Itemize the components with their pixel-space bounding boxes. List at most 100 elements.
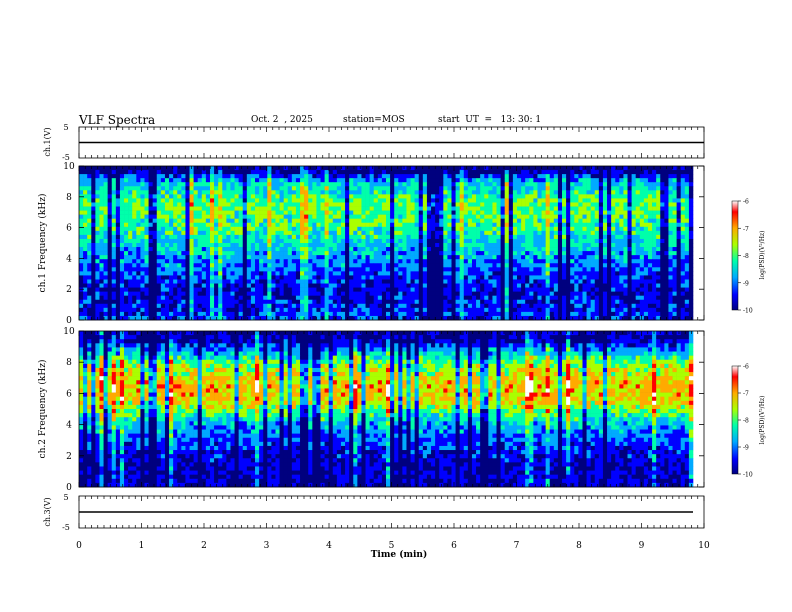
spectrogram-cell [340, 279, 346, 284]
spectrogram-cell [209, 210, 215, 215]
spectrogram-cell [611, 271, 616, 276]
spectrogram-cell [500, 263, 505, 268]
spectrogram-cell [304, 190, 309, 195]
spectrogram-cell [545, 170, 551, 175]
spectrogram-cell [218, 174, 223, 179]
spectrogram-cell [410, 267, 415, 272]
spectrogram-cell [124, 287, 129, 292]
spectrogram-cell [508, 243, 514, 248]
spectrogram-cell [164, 166, 170, 171]
spectrogram-cell [369, 202, 375, 207]
spectrogram-cell [197, 178, 203, 183]
spectrogram-cell [410, 170, 415, 175]
spectrogram-cell [222, 267, 227, 272]
spectrogram-cell [570, 247, 575, 252]
spectrogram-cell [173, 210, 178, 215]
spectrogram-cell [471, 178, 477, 183]
spectrogram-cell [504, 182, 510, 187]
spectrogram-cell [177, 287, 182, 292]
spectrogram-cell [132, 170, 137, 175]
spectrogram-cell [136, 275, 141, 280]
spectrogram-cell [557, 178, 563, 183]
spectrogram-cell [545, 190, 551, 195]
spectrogram-cell [152, 170, 158, 175]
spectrogram-cell [377, 279, 383, 284]
spectrogram-cell [353, 182, 358, 187]
spectrogram-cell [324, 166, 329, 171]
spectrogram-cell [230, 291, 235, 296]
spectrogram-cell [148, 255, 153, 260]
spectrogram-cell [328, 243, 334, 248]
ch1-ytick-bottom: -5 [62, 153, 70, 162]
spectrogram-cell [259, 255, 264, 260]
spectrogram-cell [394, 247, 399, 252]
spectrogram-cell [365, 190, 370, 195]
spectrogram-cell [684, 263, 690, 268]
spectrogram-cell [267, 170, 272, 175]
spectrogram-cell [238, 186, 244, 191]
spectrogram-cell [197, 255, 203, 260]
spectrogram-cell [586, 222, 591, 228]
spectrogram-cell [181, 287, 186, 292]
spectrogram-cell [607, 170, 612, 175]
spectrogram-cell [291, 170, 297, 175]
spectrogram-cell [619, 287, 624, 292]
spectrogram-cell [218, 259, 223, 264]
spectrogram-cell [623, 230, 628, 236]
spectrogram-cell [484, 202, 489, 207]
spectrogram-cell [209, 230, 215, 236]
spectrogram-cell [521, 166, 526, 171]
spectrogram-cell [647, 226, 653, 232]
spectrogram-cell [148, 279, 153, 284]
spectrogram-cell [132, 247, 137, 252]
spectrogram-cell [443, 267, 448, 272]
spectrogram-cell [316, 283, 321, 288]
spectrogram-cell [361, 174, 366, 179]
spectrogram-cell [312, 271, 317, 276]
spectrogram-cell [627, 275, 632, 280]
spectrogram-cell [463, 267, 469, 272]
spectrogram-cell [398, 251, 403, 256]
spectrogram-cell [365, 202, 370, 207]
spectrogram-cell [291, 295, 297, 301]
spectrogram-cell [275, 247, 280, 252]
spectrogram-cell [189, 295, 194, 301]
spectrogram-cell [496, 251, 501, 256]
spectrogram-cell [643, 238, 649, 244]
spectrogram-cell [476, 243, 481, 248]
spectrogram-cell [676, 230, 682, 236]
spectrogram-cell [336, 243, 342, 248]
spectrogram-cell [193, 271, 198, 276]
spectrogram-cell [255, 234, 260, 240]
spectrogram-cell [529, 259, 534, 264]
spectrogram-cell [386, 222, 391, 228]
spectrogram-cell [500, 174, 505, 179]
spectrogram-cell [295, 279, 301, 284]
spectrogram-cell [619, 202, 624, 207]
spectrogram-cell [275, 190, 280, 195]
spectrogram-cell [557, 259, 563, 264]
spectrogram-cell [647, 182, 653, 187]
spectrogram-cell [275, 295, 280, 301]
spectrogram-cell [402, 279, 407, 284]
spectrogram-cell [615, 170, 620, 175]
spectrogram-cell [545, 279, 551, 284]
spectrogram-cell [340, 218, 346, 224]
spectrogram-cell [574, 291, 579, 296]
spectrogram-cell [156, 279, 162, 284]
spectrogram-cell [402, 259, 407, 264]
spectrogram-cell [582, 287, 587, 292]
spectrogram-cell [381, 202, 387, 207]
spectrogram-cell [562, 238, 567, 244]
spectrogram-cell [246, 182, 252, 187]
spectrogram-cell [291, 198, 297, 203]
spectrogram-cell [414, 182, 420, 187]
spectrogram-cell [574, 243, 579, 248]
spectrogram-cell [87, 279, 92, 284]
spectrogram-cell [410, 194, 415, 199]
spectrogram-cell [541, 263, 546, 268]
spectrogram-cell [426, 287, 432, 292]
spectrogram-cell [160, 174, 166, 179]
spectrogram-cell [103, 202, 108, 207]
spectrogram-cell [635, 178, 641, 183]
